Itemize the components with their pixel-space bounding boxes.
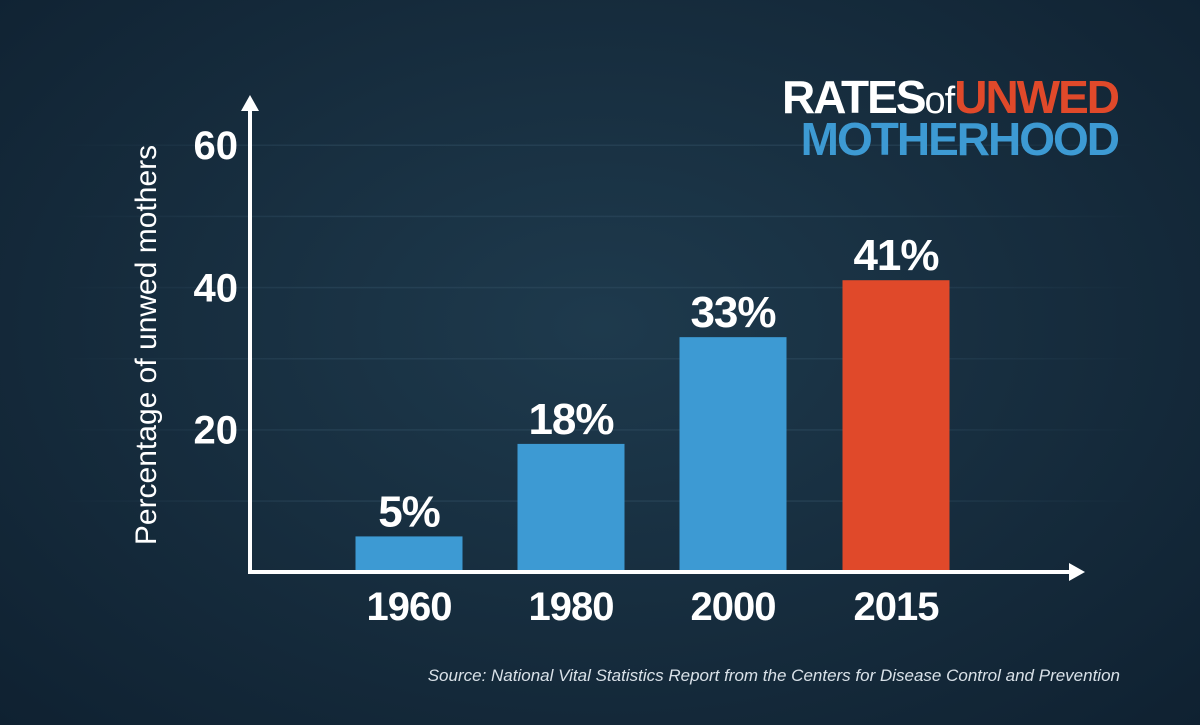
title-rates: RATES	[782, 71, 926, 123]
x-tick-label-1960: 1960	[367, 585, 452, 629]
data-label-1960: 5%	[378, 487, 440, 536]
gridline	[60, 286, 1140, 289]
gridline	[60, 215, 1140, 218]
bar-1960	[355, 536, 463, 572]
data-label-1980: 18%	[528, 395, 613, 444]
y-tick-label-40: 40	[194, 266, 239, 310]
x-axis-arrow	[1069, 563, 1085, 581]
x-tick-label-2015: 2015	[854, 585, 940, 629]
gridline	[60, 144, 1140, 146]
data-label-2000: 33%	[690, 288, 775, 337]
gridline	[60, 429, 1140, 431]
title-motherhood: MOTHERHOOD	[800, 113, 1120, 165]
x-tick-label-2000: 2000	[691, 585, 776, 629]
title-unwed: UNWED	[954, 71, 1120, 123]
gridline	[60, 358, 1140, 360]
y-tick-label-60: 60	[194, 124, 239, 168]
chart-title-line-1: RATESofUNWED	[782, 71, 1120, 123]
bar-1980	[517, 443, 625, 572]
bar-2015	[842, 280, 950, 572]
x-tick-label-1980: 1980	[529, 585, 614, 629]
title-of: of	[924, 80, 956, 122]
source-note: Source: National Vital Statistics Report…	[427, 666, 1120, 685]
bar-2000	[679, 337, 787, 572]
chart-title-line-2: MOTHERHOOD	[800, 113, 1120, 165]
y-axis-label: Percentage of unwed mothers	[130, 144, 163, 546]
y-tick-label-20: 20	[194, 409, 239, 453]
y-axis-arrow	[241, 95, 259, 111]
data-label-2015: 41%	[853, 231, 938, 280]
